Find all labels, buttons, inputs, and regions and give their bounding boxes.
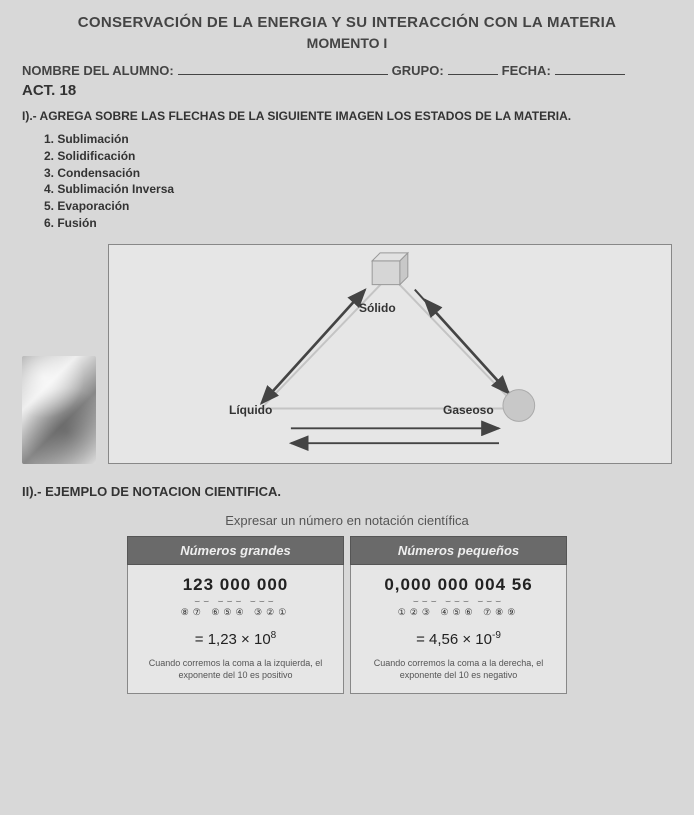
date-blank[interactable] bbox=[555, 61, 625, 75]
small-arcs: ⌣⌣⌣ ⌣⌣⌣ ⌣⌣⌣ bbox=[359, 597, 558, 605]
student-label: NOMBRE DEL ALUMNO: bbox=[22, 63, 174, 78]
scientific-notation-box: Expresar un número en notación científic… bbox=[127, 513, 567, 694]
col-large-head: Números grandes bbox=[127, 536, 344, 565]
small-counts: ①②③ ④⑤⑥ ⑦⑧⑨ bbox=[359, 607, 558, 618]
glass-photo bbox=[22, 356, 96, 464]
act-label: ACT. 18 bbox=[22, 82, 76, 99]
list-item: 1. Sublimación bbox=[44, 131, 672, 148]
header-fields: NOMBRE DEL ALUMNO: GRUPO: FECHA: ACT. 18 bbox=[22, 61, 672, 99]
states-diagram: Sólido Líquido Gaseoso bbox=[108, 244, 672, 464]
large-number: 123 000 000 bbox=[136, 575, 335, 595]
page-subtitle: MOMENTO I bbox=[22, 35, 672, 51]
diagram-svg bbox=[109, 245, 671, 463]
small-explain: Cuando corremos la coma a la derecha, el… bbox=[359, 658, 558, 681]
col-small: Números pequeños 0,000 000 004 56 ⌣⌣⌣ ⌣⌣… bbox=[350, 536, 567, 694]
section1-label: I).- AGREGA SOBRE LAS FLECHAS DE LA SIGU… bbox=[22, 109, 672, 123]
state-left: Líquido bbox=[229, 403, 272, 417]
list-item: 4. Sublimación Inversa bbox=[44, 181, 672, 198]
page-title: CONSERVACIÓN DE LA ENERGIA Y SU INTERACC… bbox=[22, 14, 672, 31]
col-large: Números grandes 123 000 000 ⌣⌣ ⌣⌣⌣ ⌣⌣⌣ ⑧… bbox=[127, 536, 344, 694]
list-item: 3. Condensación bbox=[44, 165, 672, 182]
large-arcs: ⌣⌣ ⌣⌣⌣ ⌣⌣⌣ bbox=[136, 597, 335, 605]
col-small-head: Números pequeños bbox=[350, 536, 567, 565]
list-item: 2. Solidificación bbox=[44, 148, 672, 165]
box-title: Expresar un número en notación científic… bbox=[127, 513, 567, 528]
state-top: Sólido bbox=[359, 301, 396, 315]
list-item: 6. Fusión bbox=[44, 215, 672, 232]
large-explain: Cuando corremos la coma a la izquierda, … bbox=[136, 658, 335, 681]
diagram-row: Sólido Líquido Gaseoso bbox=[22, 244, 672, 464]
states-list: 1. Sublimación 2. Solidificación 3. Cond… bbox=[44, 131, 672, 232]
small-sci: = 4,56 × 10-9 bbox=[359, 630, 558, 648]
date-label: FECHA: bbox=[502, 63, 551, 78]
student-blank[interactable] bbox=[178, 61, 388, 75]
list-item: 5. Evaporación bbox=[44, 198, 672, 215]
small-number: 0,000 000 004 56 bbox=[359, 575, 558, 595]
group-blank[interactable] bbox=[448, 61, 498, 75]
large-counts: ⑧⑦ ⑥⑤④ ③②① bbox=[136, 607, 335, 618]
state-right: Gaseoso bbox=[443, 403, 494, 417]
large-sci: = 1,23 × 108 bbox=[136, 630, 335, 648]
section2-label: II).- EJEMPLO DE NOTACION CIENTIFICA. bbox=[22, 484, 672, 499]
group-label: GRUPO: bbox=[392, 63, 444, 78]
